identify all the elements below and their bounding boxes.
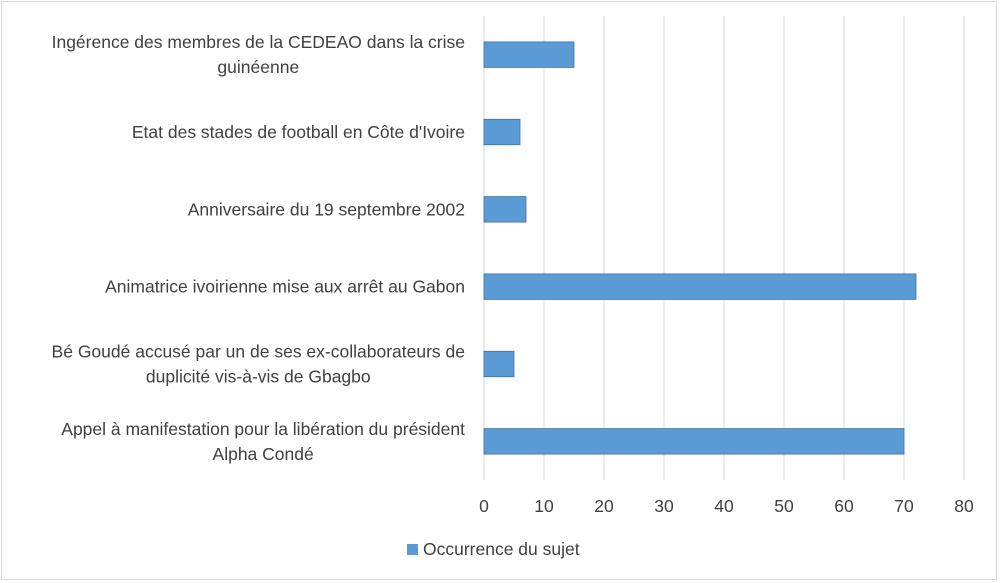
tick-label-40: 40 xyxy=(714,496,734,516)
tick-label-30: 30 xyxy=(654,496,674,516)
bar-4 xyxy=(483,273,917,300)
bar-5 xyxy=(483,350,515,378)
tick-label-0: 0 xyxy=(479,496,489,516)
category-label-1-line-1: Ingérence des membres de la CEDEAO dans … xyxy=(52,32,465,52)
legend: Occurrence du sujet xyxy=(407,539,580,559)
bar-3 xyxy=(483,196,527,223)
category-label-1-line-2: guinéenne xyxy=(217,57,299,77)
bar-6 xyxy=(483,428,905,455)
category-label-2: Etat des stades de football en Côte d'Iv… xyxy=(132,122,465,142)
grid-layer xyxy=(483,16,965,480)
category-label-3: Anniversaire du 19 septembre 2002 xyxy=(188,199,465,219)
category-labels: Ingérence des membres de la CEDEAO dans … xyxy=(52,32,466,464)
legend-swatch xyxy=(407,544,418,555)
bar-layer xyxy=(483,41,917,455)
category-label-6-line-1: Appel à manifestation pour la libération… xyxy=(61,419,465,439)
category-label-5-line-2: duplicité vis-à-vis de Gbagbo xyxy=(146,367,371,387)
tick-label-50: 50 xyxy=(774,496,794,516)
x-axis-ticks: 0 10 20 30 40 50 60 70 80 xyxy=(479,496,974,516)
category-label-4: Animatrice ivoirienne mise aux arrêt au … xyxy=(105,277,465,297)
tick-label-10: 10 xyxy=(534,496,554,516)
tick-label-60: 60 xyxy=(834,496,854,516)
tick-label-70: 70 xyxy=(894,496,914,516)
category-label-6-line-2: Alpha Condé xyxy=(213,444,314,464)
tick-label-20: 20 xyxy=(594,496,614,516)
bar-2 xyxy=(483,118,521,146)
bar-1 xyxy=(483,41,575,68)
category-label-5-line-1: Bé Goudé accusé par un de ses ex-collabo… xyxy=(52,342,465,362)
tick-label-80: 80 xyxy=(954,496,974,516)
legend-label: Occurrence du sujet xyxy=(423,539,580,559)
